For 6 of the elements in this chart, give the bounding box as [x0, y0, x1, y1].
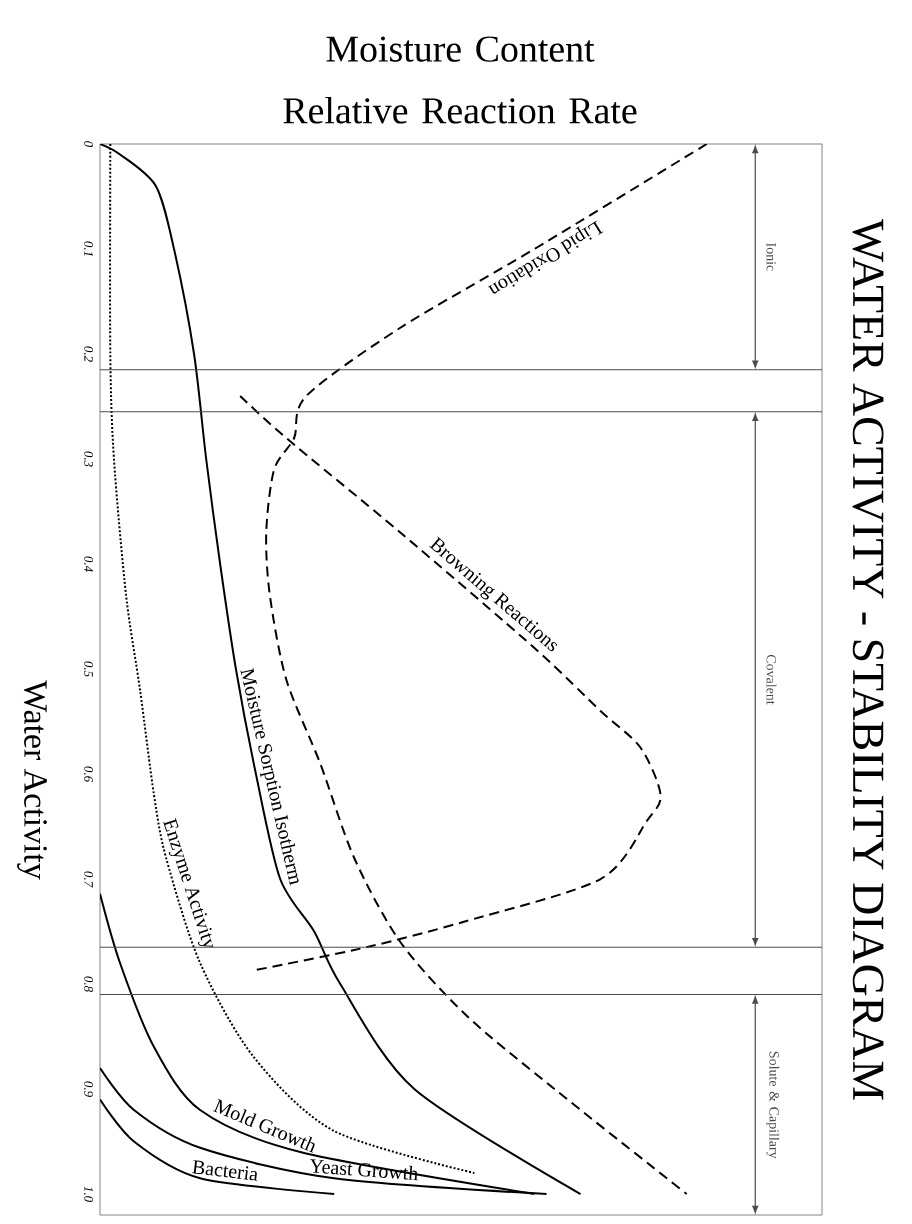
text: Moisture Sorption Isotherm: [240, 667, 299, 886]
y-axis-title: Water Activity: [17, 680, 47, 880]
x-axis-title: Moisture Content Relative Reaction Rate: [283, 36, 637, 124]
text: Bacteria: [192, 1160, 258, 1181]
text: Enzyme Activity: [163, 817, 214, 948]
text: WATER ACTIVITY - STABILITY DIAGRAM: [852, 218, 884, 1100]
